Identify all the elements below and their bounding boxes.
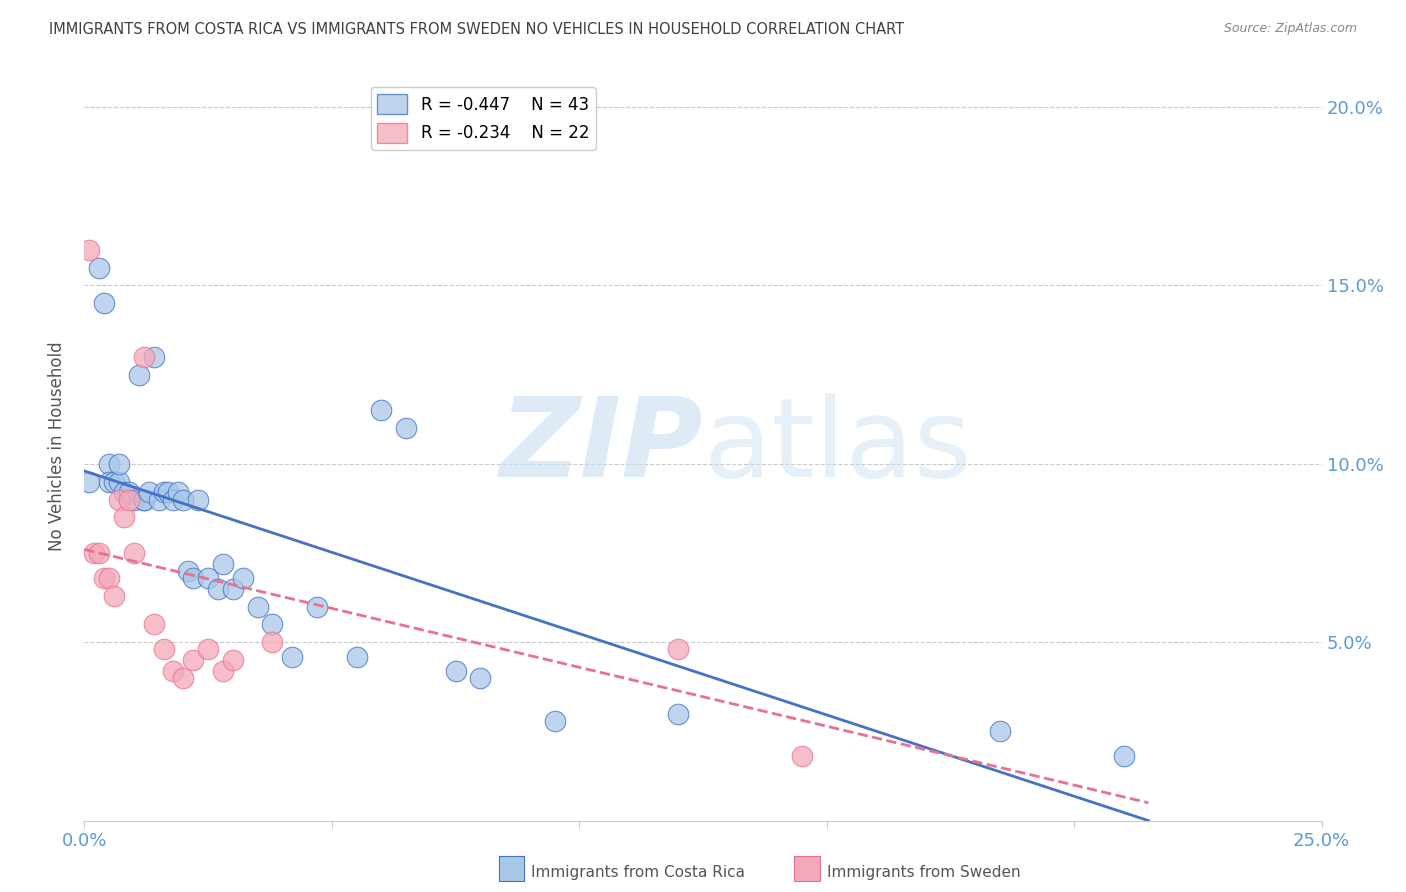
Point xyxy=(187,492,209,507)
Point xyxy=(157,485,180,500)
Text: Source: ZipAtlas.com: Source: ZipAtlas.com xyxy=(1223,22,1357,36)
Point xyxy=(142,350,165,364)
Legend: R = -0.447    N = 43, R = -0.234    N = 22: R = -0.447 N = 43, R = -0.234 N = 22 xyxy=(371,87,596,150)
Point xyxy=(162,664,184,678)
Text: IMMIGRANTS FROM COSTA RICA VS IMMIGRANTS FROM SWEDEN NO VEHICLES IN HOUSEHOLD CO: IMMIGRANTS FROM COSTA RICA VS IMMIGRANTS… xyxy=(49,22,904,37)
Point xyxy=(79,243,101,257)
Point xyxy=(112,485,135,500)
Text: Immigrants from Costa Rica: Immigrants from Costa Rica xyxy=(531,865,745,880)
Point xyxy=(246,599,269,614)
Point xyxy=(181,653,204,667)
Point xyxy=(152,642,174,657)
Point xyxy=(112,510,135,524)
Point xyxy=(167,485,190,500)
Point xyxy=(177,564,200,578)
Point xyxy=(988,724,1011,739)
Point xyxy=(98,475,121,489)
Point xyxy=(444,664,467,678)
Point xyxy=(118,492,141,507)
Point xyxy=(212,557,235,571)
Point xyxy=(543,714,565,728)
Text: atlas: atlas xyxy=(703,392,972,500)
Point xyxy=(93,296,115,310)
Point xyxy=(172,492,194,507)
Point xyxy=(79,475,101,489)
Point xyxy=(89,546,111,560)
Point xyxy=(108,492,131,507)
Point xyxy=(232,571,254,585)
Point xyxy=(281,649,304,664)
Point xyxy=(197,642,219,657)
Point xyxy=(122,546,145,560)
Point xyxy=(197,571,219,585)
Point xyxy=(108,457,131,471)
Point xyxy=(132,350,155,364)
Y-axis label: No Vehicles in Household: No Vehicles in Household xyxy=(48,341,66,551)
Point xyxy=(262,635,284,649)
Point xyxy=(142,617,165,632)
Point xyxy=(89,260,111,275)
Text: Immigrants from Sweden: Immigrants from Sweden xyxy=(827,865,1021,880)
Text: ZIP: ZIP xyxy=(499,392,703,500)
Point xyxy=(262,617,284,632)
Point xyxy=(346,649,368,664)
Point xyxy=(132,492,155,507)
Point xyxy=(222,582,245,596)
Point xyxy=(152,485,174,500)
Point xyxy=(118,485,141,500)
Point xyxy=(370,403,392,417)
Point xyxy=(790,749,813,764)
Point xyxy=(172,671,194,685)
Point xyxy=(1112,749,1135,764)
Point xyxy=(666,642,689,657)
Point xyxy=(212,664,235,678)
Point xyxy=(98,571,121,585)
Point xyxy=(122,492,145,507)
Point xyxy=(108,475,131,489)
Point xyxy=(103,589,125,603)
Point xyxy=(181,571,204,585)
Point xyxy=(83,546,105,560)
Point xyxy=(103,475,125,489)
Point xyxy=(666,706,689,721)
Point xyxy=(395,421,418,435)
Point xyxy=(162,492,184,507)
Point xyxy=(305,599,328,614)
Point xyxy=(132,492,155,507)
Point xyxy=(93,571,115,585)
Point xyxy=(148,492,170,507)
Point xyxy=(207,582,229,596)
Point xyxy=(98,457,121,471)
Point xyxy=(138,485,160,500)
Point xyxy=(128,368,150,382)
Point xyxy=(222,653,245,667)
Point xyxy=(470,671,492,685)
